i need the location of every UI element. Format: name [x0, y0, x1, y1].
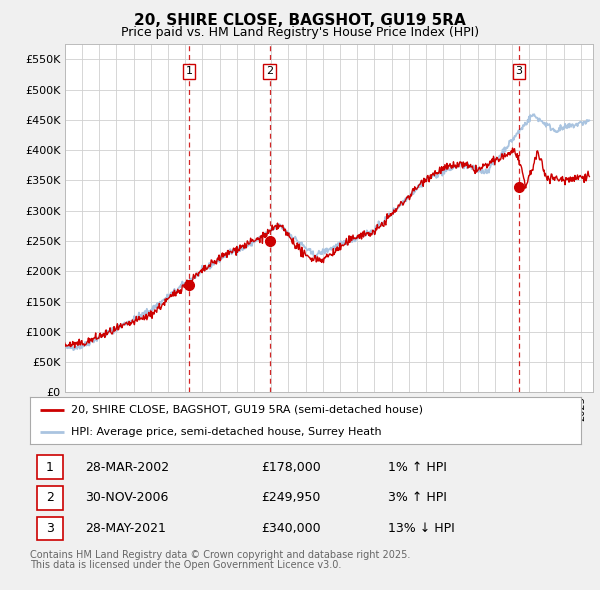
FancyBboxPatch shape [37, 517, 63, 540]
Text: 28-MAY-2021: 28-MAY-2021 [85, 522, 166, 535]
Text: 3% ↑ HPI: 3% ↑ HPI [388, 491, 447, 504]
Text: Contains HM Land Registry data © Crown copyright and database right 2025.: Contains HM Land Registry data © Crown c… [30, 550, 410, 560]
Text: 3: 3 [46, 522, 54, 535]
Text: 1: 1 [46, 461, 54, 474]
Text: 1% ↑ HPI: 1% ↑ HPI [388, 461, 447, 474]
FancyBboxPatch shape [37, 486, 63, 510]
FancyBboxPatch shape [37, 455, 63, 479]
Text: £178,000: £178,000 [262, 461, 321, 474]
Text: 2: 2 [266, 67, 274, 77]
Text: 3: 3 [515, 67, 523, 77]
Text: £340,000: £340,000 [262, 522, 321, 535]
Text: 30-NOV-2006: 30-NOV-2006 [85, 491, 169, 504]
Text: £249,950: £249,950 [262, 491, 321, 504]
Text: Price paid vs. HM Land Registry's House Price Index (HPI): Price paid vs. HM Land Registry's House … [121, 26, 479, 39]
Text: 13% ↓ HPI: 13% ↓ HPI [388, 522, 455, 535]
Text: This data is licensed under the Open Government Licence v3.0.: This data is licensed under the Open Gov… [30, 560, 341, 571]
Text: HPI: Average price, semi-detached house, Surrey Heath: HPI: Average price, semi-detached house,… [71, 427, 382, 437]
Text: 2: 2 [46, 491, 54, 504]
Text: 20, SHIRE CLOSE, BAGSHOT, GU19 5RA (semi-detached house): 20, SHIRE CLOSE, BAGSHOT, GU19 5RA (semi… [71, 405, 424, 415]
Text: 1: 1 [185, 67, 193, 77]
Text: 28-MAR-2002: 28-MAR-2002 [85, 461, 169, 474]
Text: 20, SHIRE CLOSE, BAGSHOT, GU19 5RA: 20, SHIRE CLOSE, BAGSHOT, GU19 5RA [134, 13, 466, 28]
